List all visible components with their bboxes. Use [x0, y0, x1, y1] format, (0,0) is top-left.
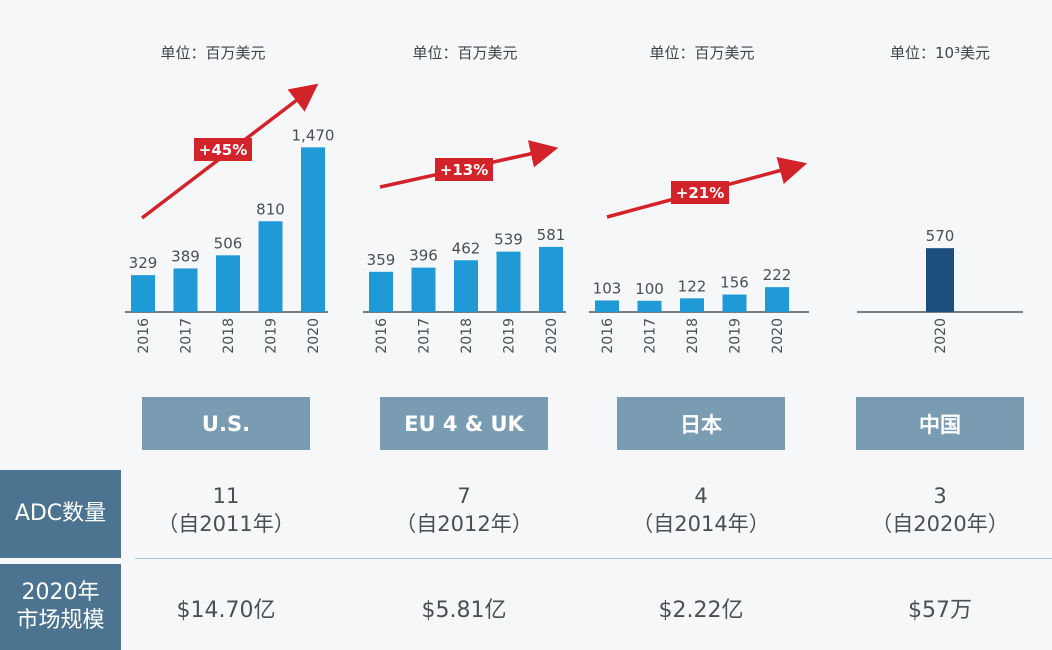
bar	[496, 251, 521, 312]
adc-count-china: 3 （自2020年）	[840, 482, 1040, 538]
market-size-china: $57万	[908, 598, 972, 623]
year-tick-label: 2017	[417, 318, 433, 354]
data-label: 581	[537, 226, 566, 244]
adc-count-since: （自2012年）	[395, 512, 533, 536]
year-tick-label: 2020	[306, 318, 322, 354]
year-tick-label: 2019	[728, 318, 744, 354]
bar	[454, 260, 478, 312]
adc-count-japan: 4 （自2014年）	[601, 482, 801, 538]
bar	[131, 275, 155, 312]
data-label: 810	[256, 200, 285, 218]
data-label: 389	[171, 247, 200, 265]
adc-count-since: （自2011年）	[157, 512, 295, 536]
row-label-market-size: 2020年 市场规模	[0, 564, 121, 650]
row-label-adc-count: ADC数量	[0, 470, 121, 558]
unit-label-us: 单位：百万美元	[160, 44, 266, 62]
bar	[216, 255, 240, 312]
year-tick-label: 2019	[502, 318, 518, 354]
region-box-china: 中国	[856, 397, 1024, 450]
year-tick-label: 2016	[136, 318, 152, 354]
growth-badge	[435, 158, 493, 181]
bar	[765, 287, 789, 312]
bar	[926, 248, 954, 312]
year-tick-label: 2020	[933, 318, 949, 354]
growth-badge	[671, 181, 729, 204]
adc-count-value: 3	[933, 484, 947, 508]
year-tick-label: 2016	[600, 318, 616, 354]
adc-count-value: 11	[212, 484, 240, 508]
data-label: 359	[367, 251, 396, 269]
data-label: 122	[678, 277, 707, 295]
bar	[680, 298, 704, 312]
data-label: 100	[635, 280, 664, 298]
data-label: 222	[763, 266, 792, 284]
charts-area: 329 2016 389 2017 506 2018 810 2019 1,470 2020 +45…	[125, 83, 1023, 354]
data-label: 156	[720, 274, 749, 292]
adc-count-value: 7	[457, 484, 471, 508]
unit-label-japan: 单位：百万美元	[649, 44, 755, 62]
data-label: 506	[214, 234, 243, 252]
bar	[637, 300, 662, 312]
data-label: 329	[129, 254, 158, 272]
year-tick-label: 2016	[374, 318, 390, 354]
year-tick-label: 2018	[459, 318, 475, 354]
adc-count-value: 4	[694, 484, 708, 508]
bar	[411, 267, 436, 312]
growth-badge-label: +45%	[199, 141, 247, 159]
year-tick-label: 2018	[685, 318, 701, 354]
growth-badge	[194, 138, 252, 161]
adc-count-us: 11 （自2011年）	[126, 482, 326, 538]
year-tick-label: 2019	[264, 318, 280, 354]
table-divider	[135, 558, 1052, 559]
data-label: 539	[494, 231, 523, 249]
bar	[539, 246, 563, 312]
bar	[595, 300, 619, 312]
row-label-market-line2: 市场规模	[16, 608, 105, 633]
row-label-market-line1: 2020年	[21, 580, 100, 605]
adc-count-eu: 7 （自2012年）	[364, 482, 564, 538]
bar	[173, 268, 198, 312]
region-box-eu: EU 4 & UK	[380, 397, 548, 450]
data-label: 396	[409, 247, 438, 265]
data-label: 1,470	[292, 126, 335, 144]
region-box-us: U.S.	[142, 397, 310, 450]
year-tick-label: 2017	[643, 318, 659, 354]
bar	[301, 147, 325, 312]
growth-badge-label: +13%	[440, 161, 488, 179]
data-label: 103	[593, 279, 622, 297]
year-tick-label: 2020	[770, 318, 786, 354]
bar	[258, 221, 283, 312]
data-label: 462	[452, 239, 481, 257]
year-tick-label: 2017	[179, 318, 195, 354]
market-size-us: $14.70亿	[176, 598, 276, 623]
growth-badge-label: +21%	[676, 184, 724, 202]
adc-count-since: （自2020年）	[871, 512, 1009, 536]
region-box-japan: 日本	[617, 397, 785, 450]
year-tick-label: 2018	[221, 318, 237, 354]
data-label: 570	[926, 227, 955, 245]
bar	[369, 271, 393, 312]
bar	[722, 294, 747, 312]
unit-label-china: 单位：10³美元	[889, 44, 991, 62]
market-size-japan: $2.22亿	[658, 598, 744, 623]
unit-label-eu: 单位：百万美元	[412, 44, 518, 62]
year-tick-label: 2020	[544, 318, 560, 354]
market-size-eu: $5.81亿	[421, 598, 507, 623]
adc-count-since: （自2014年）	[632, 512, 770, 536]
